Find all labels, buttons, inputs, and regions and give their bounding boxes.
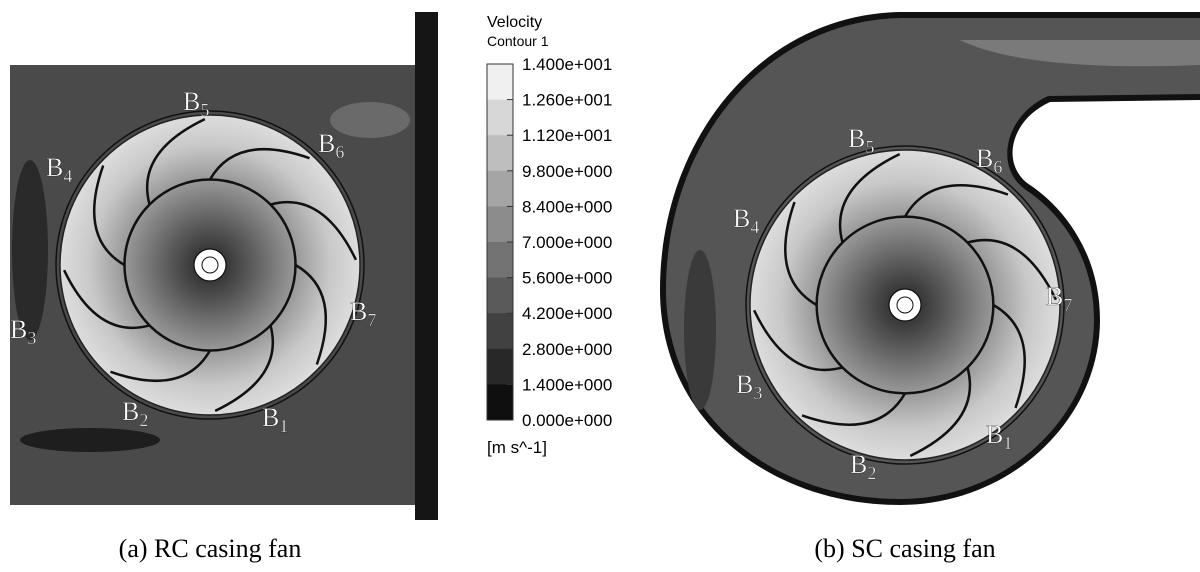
legend-band — [487, 384, 513, 420]
legend-label: 1.400e+001 — [522, 55, 612, 74]
blade-letter: B — [1046, 282, 1063, 311]
blade-index: 7 — [367, 310, 376, 330]
legend-label: 4.200e+000 — [522, 304, 612, 323]
legend: 1.400e+001 1.260e+001 1.120e+001 9.800e+000… — [487, 55, 612, 430]
legend-label: 8.400e+000 — [522, 197, 612, 216]
shaft — [897, 297, 913, 313]
blade-index: 4 — [63, 166, 72, 186]
legend-label: 7.000e+000 — [522, 233, 612, 252]
blade-letter: B — [733, 204, 750, 233]
blade-index: 6 — [335, 142, 344, 162]
blade-letter: B — [848, 124, 865, 153]
blade-letter: B — [736, 370, 753, 399]
caption: (a) RC casing fan — [119, 534, 302, 563]
legend-band — [487, 135, 513, 171]
blade-letter: B — [318, 129, 335, 158]
figure: Velocity Contour 1 1.400e+0011.260e+0011… — [0, 0, 1200, 572]
legend-band — [487, 64, 513, 100]
blade-index: 2 — [139, 410, 148, 430]
legend-label: 1.120e+001 — [522, 126, 612, 145]
blade-letter: B — [986, 420, 1003, 449]
blade-index: 7 — [1063, 295, 1072, 315]
shaft — [202, 257, 218, 273]
legend-band — [487, 278, 513, 314]
blade-index: 2 — [867, 463, 876, 483]
blade-index: 1 — [1003, 433, 1012, 453]
blade-index: 3 — [753, 383, 762, 403]
legend-unit: [m s^-1] — [487, 438, 547, 457]
blade-index: 3 — [27, 328, 36, 348]
legend-band — [487, 100, 513, 136]
legend-band — [487, 242, 513, 278]
legend-band — [487, 313, 513, 349]
blade-index: 6 — [993, 157, 1002, 177]
blade-letter: B — [976, 144, 993, 173]
legend-label: 1.260e+001 — [522, 91, 612, 110]
legend-band — [487, 206, 513, 242]
blade-letter: B — [10, 315, 27, 344]
blade-index: 1 — [279, 416, 288, 436]
blade-letter: B — [262, 403, 279, 432]
blade-letter: B — [850, 450, 867, 479]
legend-title: Velocity — [487, 14, 542, 31]
blade-letter: B — [183, 87, 200, 116]
blade-letter: B — [350, 297, 367, 326]
blade-index: 5 — [200, 100, 209, 120]
legend-band — [487, 171, 513, 207]
legend-label: 5.600e+000 — [522, 269, 612, 288]
legend-label: 1.400e+000 — [522, 375, 612, 394]
blade-index: 4 — [750, 217, 759, 237]
blade-index: 5 — [865, 137, 874, 157]
legend-band — [487, 349, 513, 385]
blade-letter: B — [46, 153, 63, 182]
caption: (b) SC casing fan — [814, 534, 995, 563]
legend-subtitle: Contour 1 — [487, 33, 549, 49]
legend-label: 0.000e+000 — [522, 411, 612, 430]
blade-letter: B — [122, 397, 139, 426]
legend-label: 2.800e+000 — [522, 340, 612, 359]
legend-label: 9.800e+000 — [522, 162, 612, 181]
